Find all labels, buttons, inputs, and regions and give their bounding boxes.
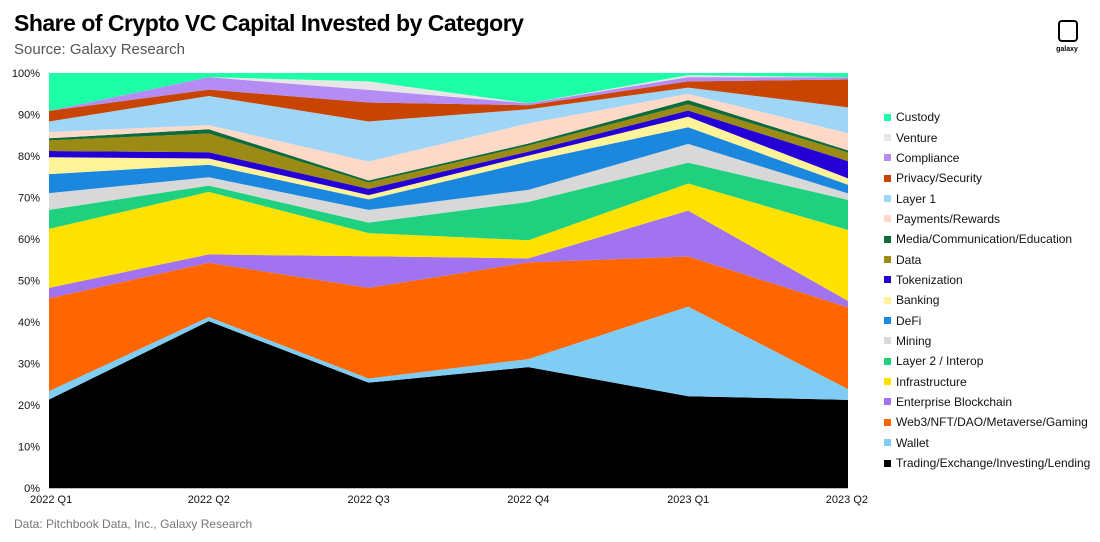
y-tick-label: 100% bbox=[12, 68, 40, 80]
legend-label: Data bbox=[896, 252, 922, 267]
chart-footer: Data: Pitchbook Data, Inc., Galaxy Resea… bbox=[14, 517, 253, 531]
area-series-6 bbox=[49, 143, 848, 223]
area-series-3 bbox=[49, 210, 848, 308]
legend-label: Media/Communication/Education bbox=[896, 232, 1073, 247]
legend-swatch bbox=[884, 459, 891, 467]
area-series-5 bbox=[49, 162, 848, 241]
legend-label: Tokenization bbox=[896, 272, 963, 287]
legend-swatch bbox=[884, 439, 891, 447]
y-tick-label: 30% bbox=[18, 359, 40, 371]
x-tick-label: 2022 Q1 bbox=[30, 494, 72, 506]
legend-swatch bbox=[884, 357, 891, 365]
area-series-2 bbox=[49, 256, 848, 392]
legend-item: Infrastructure bbox=[884, 371, 1096, 391]
area-series-15 bbox=[49, 77, 848, 111]
legend-swatch bbox=[884, 113, 891, 121]
legend-swatch bbox=[884, 134, 891, 142]
legend-label: Banking bbox=[896, 293, 940, 308]
x-tick-label: 2022 Q4 bbox=[507, 494, 549, 506]
chart-legend: Custody Venture Compliance Privacy/Security… bbox=[884, 107, 1096, 473]
legend-swatch bbox=[884, 174, 891, 182]
legend-swatch bbox=[884, 215, 891, 223]
galaxy-logo: galaxy bbox=[1052, 20, 1082, 56]
legend-swatch bbox=[884, 235, 891, 243]
y-tick-label: 0% bbox=[24, 483, 40, 495]
y-tick-label: 80% bbox=[18, 151, 40, 163]
legend-item: Custody bbox=[884, 107, 1096, 127]
legend-label: Layer 1 bbox=[896, 191, 937, 206]
area-series-4 bbox=[49, 183, 848, 301]
y-tick-label: 60% bbox=[18, 234, 40, 246]
x-tick-label: 2022 Q3 bbox=[347, 494, 389, 506]
legend-item: Privacy/Security bbox=[884, 168, 1096, 188]
chart-subtitle: Source: Galaxy Research bbox=[14, 41, 185, 58]
legend-label: Layer 2 / Interop bbox=[896, 354, 984, 369]
legend-item: Media/Communication/Education bbox=[884, 229, 1096, 249]
y-tick-label: 70% bbox=[18, 193, 40, 205]
legend-label: Venture bbox=[896, 130, 938, 145]
legend-label: Mining bbox=[896, 333, 932, 348]
legend-item: Layer 1 bbox=[884, 188, 1096, 208]
legend-item: Data bbox=[884, 249, 1096, 269]
legend-swatch bbox=[884, 195, 891, 203]
y-tick-label: 90% bbox=[18, 110, 40, 122]
legend-label: Compliance bbox=[896, 150, 960, 165]
legend-item: Compliance bbox=[884, 148, 1096, 168]
legend-label: Web3/NFT/DAO/Metaverse/Gaming bbox=[896, 415, 1088, 430]
legend-item: Wallet bbox=[884, 433, 1096, 453]
chart-title: Share of Crypto VC Capital Invested by C… bbox=[14, 10, 524, 36]
area-series-17 bbox=[49, 73, 848, 111]
legend-label: DeFi bbox=[896, 313, 922, 328]
galaxy-logo-text: galaxy bbox=[1056, 46, 1078, 53]
legend-item: Venture bbox=[884, 127, 1096, 147]
area-series-9 bbox=[49, 110, 848, 196]
legend-item: Payments/Rewards bbox=[884, 209, 1096, 229]
area-series-7 bbox=[49, 127, 848, 210]
y-tick-label: 10% bbox=[18, 442, 40, 454]
legend-item: Banking bbox=[884, 290, 1096, 310]
legend-label: Custody bbox=[896, 110, 941, 125]
legend-label: Trading/Exchange/Investing/Lending bbox=[896, 456, 1091, 471]
legend-item: Layer 2 / Interop bbox=[884, 351, 1096, 371]
y-tick-label: 40% bbox=[18, 317, 40, 329]
legend-label: Privacy/Security bbox=[896, 171, 983, 186]
legend-label: Infrastructure bbox=[896, 374, 967, 389]
legend-swatch bbox=[884, 398, 891, 406]
area-series-10 bbox=[49, 104, 848, 189]
legend-swatch bbox=[884, 296, 891, 304]
legend-item: DeFi bbox=[884, 310, 1096, 330]
y-tick-label: 50% bbox=[18, 276, 40, 288]
legend-swatch bbox=[884, 337, 891, 345]
legend-item: Enterprise Blockchain bbox=[884, 392, 1096, 412]
area-series-14 bbox=[49, 79, 848, 122]
x-tick-label: 2023 Q2 bbox=[826, 494, 868, 506]
legend-swatch bbox=[884, 378, 891, 386]
legend-item: Trading/Exchange/Investing/Lending bbox=[884, 453, 1096, 473]
area-series-0 bbox=[49, 321, 848, 488]
area-series-16 bbox=[49, 75, 848, 111]
legend-label: Payments/Rewards bbox=[896, 211, 1001, 226]
legend-item: Web3/NFT/DAO/Metaverse/Gaming bbox=[884, 412, 1096, 432]
stacked-area-chart: 0% 10% 20% 30% 40% 50% 60% 70% 80% 90% 100% 2022 Q1… bbox=[12, 68, 868, 506]
legend-label: Wallet bbox=[896, 435, 929, 450]
legend-item: Tokenization bbox=[884, 270, 1096, 290]
legend-swatch bbox=[884, 418, 891, 426]
area-series-13 bbox=[49, 87, 848, 162]
legend-item: Mining bbox=[884, 331, 1096, 351]
legend-swatch bbox=[884, 276, 891, 284]
area-series-1 bbox=[49, 306, 848, 400]
y-tick-label: 20% bbox=[18, 400, 40, 412]
legend-swatch bbox=[884, 256, 891, 264]
galaxy-logo-icon bbox=[1058, 20, 1078, 42]
legend-swatch bbox=[884, 317, 891, 325]
legend-label: Enterprise Blockchain bbox=[896, 394, 1013, 409]
legend-swatch bbox=[884, 154, 891, 162]
x-tick-label: 2022 Q2 bbox=[188, 494, 230, 506]
x-tick-label: 2023 Q1 bbox=[667, 494, 709, 506]
